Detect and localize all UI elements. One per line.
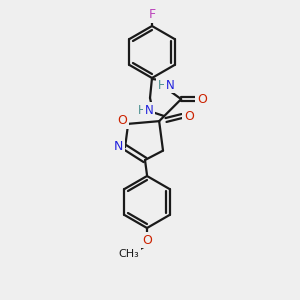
Text: O: O	[197, 93, 207, 106]
Text: N: N	[166, 79, 175, 92]
Text: N: N	[113, 140, 123, 153]
Text: H: H	[158, 79, 167, 92]
Text: H: H	[138, 103, 146, 116]
Text: O: O	[117, 114, 127, 128]
Text: N: N	[145, 103, 153, 116]
Text: O: O	[142, 233, 152, 247]
Text: F: F	[148, 8, 156, 22]
Text: CH₃: CH₃	[118, 249, 140, 259]
Text: O: O	[184, 110, 194, 122]
